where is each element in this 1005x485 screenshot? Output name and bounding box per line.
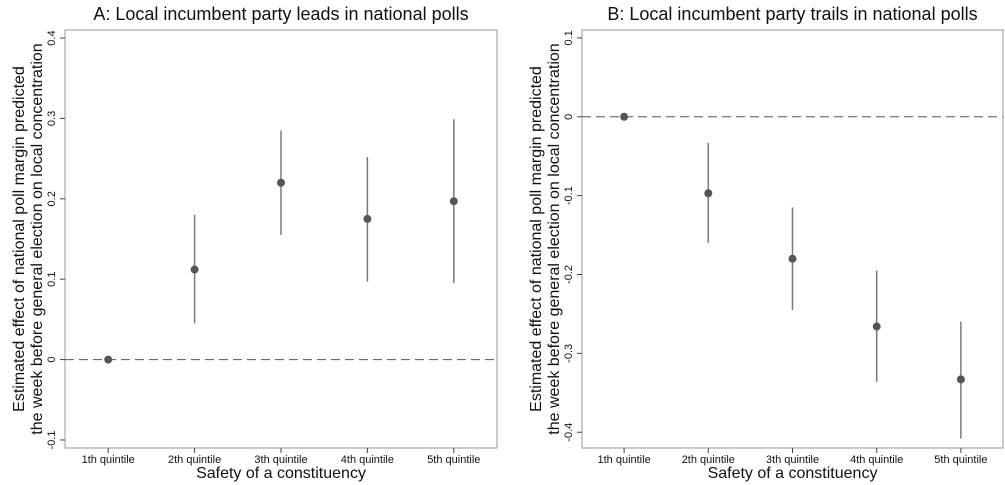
y-axis-title: the week before general election on loca… <box>29 43 46 434</box>
y-axis-title: Estimated effect of national poll margin… <box>528 66 545 412</box>
x-tick-label: 3th quintile <box>766 454 819 466</box>
x-tick-label: 2th quintile <box>168 454 221 466</box>
plot-frame <box>64 29 498 449</box>
x-tick-label: 2th quintile <box>682 454 735 466</box>
point-estimate <box>449 197 458 206</box>
point-estimate <box>956 375 965 384</box>
chart-title: A: Local incumbent party leads in nation… <box>93 4 468 24</box>
y-tick-label: 0.3 <box>46 111 58 126</box>
y-tick-label: -0.3 <box>563 344 575 363</box>
x-tick-label: 5th quintile <box>427 454 480 466</box>
y-tick-label: -0.4 <box>563 423 575 442</box>
x-tick-label: 1th quintile <box>82 454 135 466</box>
y-tick-label: 0.1 <box>46 272 58 287</box>
y-tick-label: -0.1 <box>563 186 575 205</box>
x-tick-label: 4th quintile <box>341 454 394 466</box>
x-tick-label: 5th quintile <box>934 454 987 466</box>
y-axis-title: the week before general election on loca… <box>546 43 563 434</box>
x-tick-label: 3th quintile <box>254 454 307 466</box>
y-tick-label: -0.2 <box>563 265 575 284</box>
point-estimate <box>363 214 372 223</box>
y-tick-label: 0 <box>46 357 58 363</box>
y-tick-label: -0.1 <box>46 430 58 449</box>
point-estimate <box>872 322 881 331</box>
point-estimate <box>104 355 113 364</box>
x-axis-title: Safety of a constituency <box>708 465 878 482</box>
y-axis-title: Estimated effect of national poll margin… <box>11 66 28 412</box>
point-estimate <box>620 112 629 121</box>
x-tick-label: 1th quintile <box>597 454 650 466</box>
y-tick-label: 0 <box>563 114 575 120</box>
point-estimate <box>704 189 713 198</box>
point-estimate <box>277 178 285 187</box>
x-tick-label: 4th quintile <box>850 454 903 466</box>
point-estimate <box>788 254 797 263</box>
y-tick-label: 0.4 <box>46 30 58 45</box>
chart-title: B: Local incumbent party trails in natio… <box>607 4 977 24</box>
y-tick-label: 0.1 <box>563 30 575 45</box>
y-tick-label: 0.2 <box>46 191 58 206</box>
x-axis-title: Safety of a constituency <box>196 465 366 482</box>
point-estimate <box>190 265 199 274</box>
